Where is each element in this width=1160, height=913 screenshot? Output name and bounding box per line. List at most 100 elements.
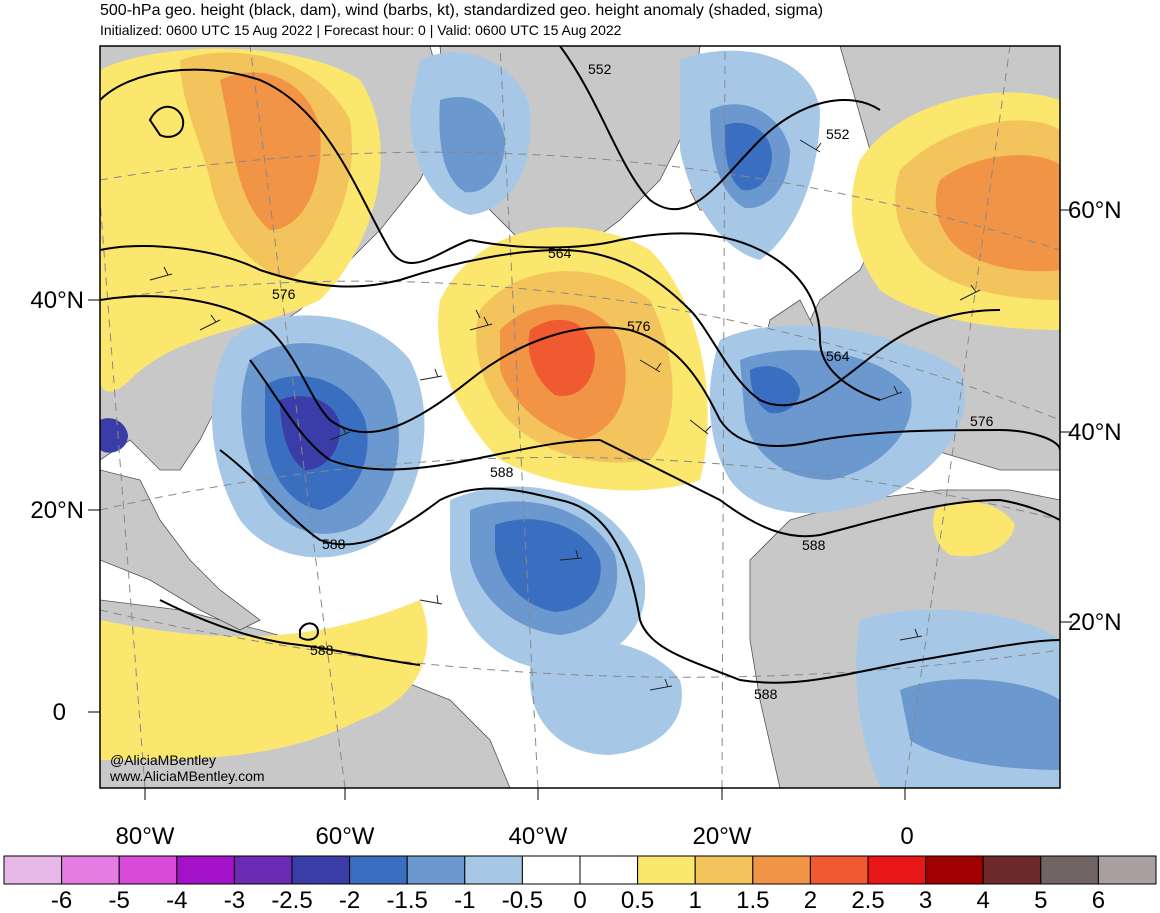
contour-label: 588	[310, 642, 334, 658]
colorbar-label: 1.5	[736, 887, 769, 913]
colorbar-label: -4	[166, 887, 187, 913]
colorbar-swatch	[233, 855, 293, 885]
credit-url: www.AliciaMBentley.com	[110, 768, 265, 784]
colorbar-swatch	[406, 855, 466, 885]
colorbar-label: -1.5	[387, 887, 428, 913]
parallel-40n	[100, 280, 1060, 421]
contour-label: 576	[970, 413, 994, 429]
colorbar-label: 5	[1034, 887, 1047, 913]
lat-label-right: 40°N	[1068, 419, 1122, 446]
colorbar-label: -2	[339, 887, 360, 913]
contour-576-a	[100, 295, 1060, 451]
map-plot-area: 552 552 564 576 576 564 576 588 588 588 …	[100, 46, 1060, 788]
colorbar-label: -6	[51, 887, 72, 913]
positive-anomaly-scandinavia-2	[935, 155, 1060, 272]
tick-marks	[88, 209, 1072, 800]
colorbar-swatch	[867, 855, 927, 885]
lat-label-left: 20°N	[30, 497, 84, 524]
contour-labels: 552 552 564 576 576 564 576 588 588 588 …	[272, 61, 994, 702]
contour-564-b	[469, 232, 881, 401]
lon-label: 20°W	[693, 823, 752, 850]
central-america-land	[100, 469, 261, 631]
wind-barb	[559, 549, 583, 561]
contour-label: 576	[272, 286, 296, 302]
wind-barb	[419, 594, 443, 605]
wind-barb	[959, 284, 981, 301]
credit-handle: @AliciaMBentley	[110, 752, 217, 768]
wind-barb	[419, 368, 443, 381]
contour-552-west	[100, 68, 471, 264]
wind-barb	[149, 266, 173, 281]
lon-label: 0	[900, 823, 913, 850]
colorbar-swatch	[1040, 855, 1099, 885]
colorbar-swatch	[982, 855, 1042, 885]
colorbar-swatch	[637, 855, 696, 885]
colorbar	[3, 855, 1157, 885]
colorbar-label: 3	[919, 887, 932, 913]
negative-anomaly-gulf	[100, 418, 128, 453]
contour-588-a	[219, 449, 1060, 684]
contour-label: 588	[490, 464, 514, 480]
colorbar-swatch	[291, 855, 351, 885]
contour-label: 552	[826, 126, 850, 142]
colorbar-label: -0.5	[502, 887, 543, 913]
contour-small-loop-2	[299, 622, 320, 641]
meridian-60w	[249, 46, 346, 788]
colorbar-swatch	[521, 855, 581, 885]
wind-barb	[689, 419, 712, 435]
lat-label-right: 60°N	[1068, 197, 1122, 224]
lat-label-left: 40°N	[30, 287, 84, 314]
wind-barb	[899, 628, 923, 641]
height-contours	[100, 46, 1060, 684]
colorbar-swatch	[61, 855, 120, 885]
wind-barb	[639, 359, 662, 373]
colorbar-label: 6	[1092, 887, 1105, 913]
wind-barb	[649, 678, 673, 691]
colorbar-swatch	[118, 855, 178, 885]
meridian-40w	[499, 46, 539, 788]
contour-576-b	[249, 359, 601, 471]
contour-588-b	[599, 439, 1060, 538]
lat-label-left: 0	[53, 699, 66, 726]
wind-barb	[799, 139, 822, 153]
contour-label: 588	[322, 536, 346, 552]
contour-label: 564	[826, 348, 850, 364]
colorbar-label: 1	[689, 887, 702, 913]
contour-552-east	[559, 46, 881, 211]
colorbar-label: -5	[109, 887, 130, 913]
contour-label: 588	[802, 537, 826, 553]
lon-label: 80°W	[116, 823, 175, 850]
colorbar-swatch	[579, 855, 639, 885]
colorbar-swatch	[752, 855, 811, 885]
positive-anomaly-south	[100, 600, 428, 760]
anomaly-shading	[100, 48, 1060, 788]
colorbar-swatch	[464, 855, 523, 885]
colorbar-swatch	[694, 855, 754, 885]
colorbar-swatch	[349, 855, 408, 885]
contour-label: 588	[754, 686, 778, 702]
colorbar-swatch	[809, 855, 869, 885]
contour-small-loop-1	[148, 105, 185, 138]
colorbar-label: -2.5	[271, 887, 312, 913]
wind-barb	[469, 309, 493, 331]
contour-588-c	[159, 599, 421, 666]
negative-anomaly-tropical-atlantic	[530, 640, 682, 755]
colorbar-label: -3	[224, 887, 245, 913]
colorbar-label: 0	[573, 887, 586, 913]
map-title: 500-hPa geo. height (black, dam), wind (…	[100, 2, 824, 19]
negative-anomaly-africa-1	[900, 679, 1060, 770]
colorbar-swatch	[925, 855, 984, 885]
map-frame	[99, 45, 1061, 789]
contour-label: 564	[548, 245, 572, 261]
colorbar-swatch	[1097, 855, 1157, 885]
colorbar-label: 4	[977, 887, 990, 913]
map-subtitle: Initialized: 0600 UTC 15 Aug 2022 | Fore…	[100, 22, 622, 38]
colorbar-swatch	[176, 855, 235, 885]
wind-barb	[199, 314, 221, 331]
contour-564-a	[100, 245, 1001, 407]
meridian-20w	[721, 46, 726, 788]
colorbar-label: 0.5	[621, 887, 654, 913]
lon-label: 60°W	[316, 823, 375, 850]
positive-anomaly-canada-2	[220, 72, 321, 230]
lon-label: 40°W	[509, 823, 568, 850]
